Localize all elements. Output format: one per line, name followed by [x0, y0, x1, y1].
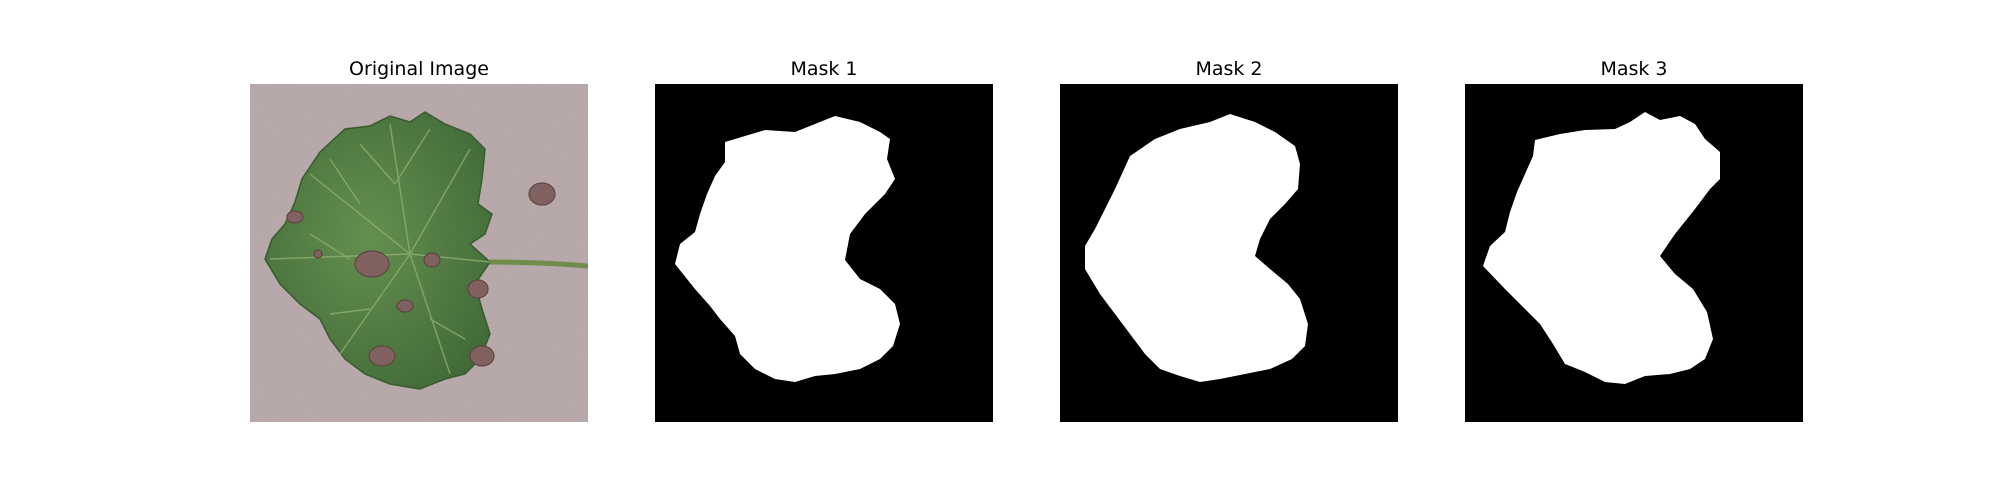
leaf-veins — [269, 123, 491, 375]
mask-3-panel — [1465, 84, 1803, 422]
mask-1-panel — [655, 84, 993, 422]
mask-2-foreground — [1085, 114, 1308, 382]
mask-2-panel — [1060, 84, 1398, 422]
mask-3-foreground — [1483, 112, 1720, 384]
panel-title-mask-3: Mask 3 — [1600, 58, 1668, 80]
leaf-lesions — [286, 182, 556, 367]
mask-2-image — [1060, 84, 1398, 422]
mask-3-image — [1465, 84, 1803, 422]
mask-1-foreground — [675, 116, 900, 382]
original-image-panel — [250, 84, 588, 422]
leaf-stem — [489, 259, 588, 269]
panel-title-original: Original Image — [349, 58, 489, 80]
mask-1-image — [655, 84, 993, 422]
leaf-shape — [264, 111, 493, 390]
panel-title-mask-2: Mask 2 — [1195, 58, 1263, 80]
panel-title-mask-1: Mask 1 — [790, 58, 858, 80]
original-leaf-image — [250, 84, 588, 422]
